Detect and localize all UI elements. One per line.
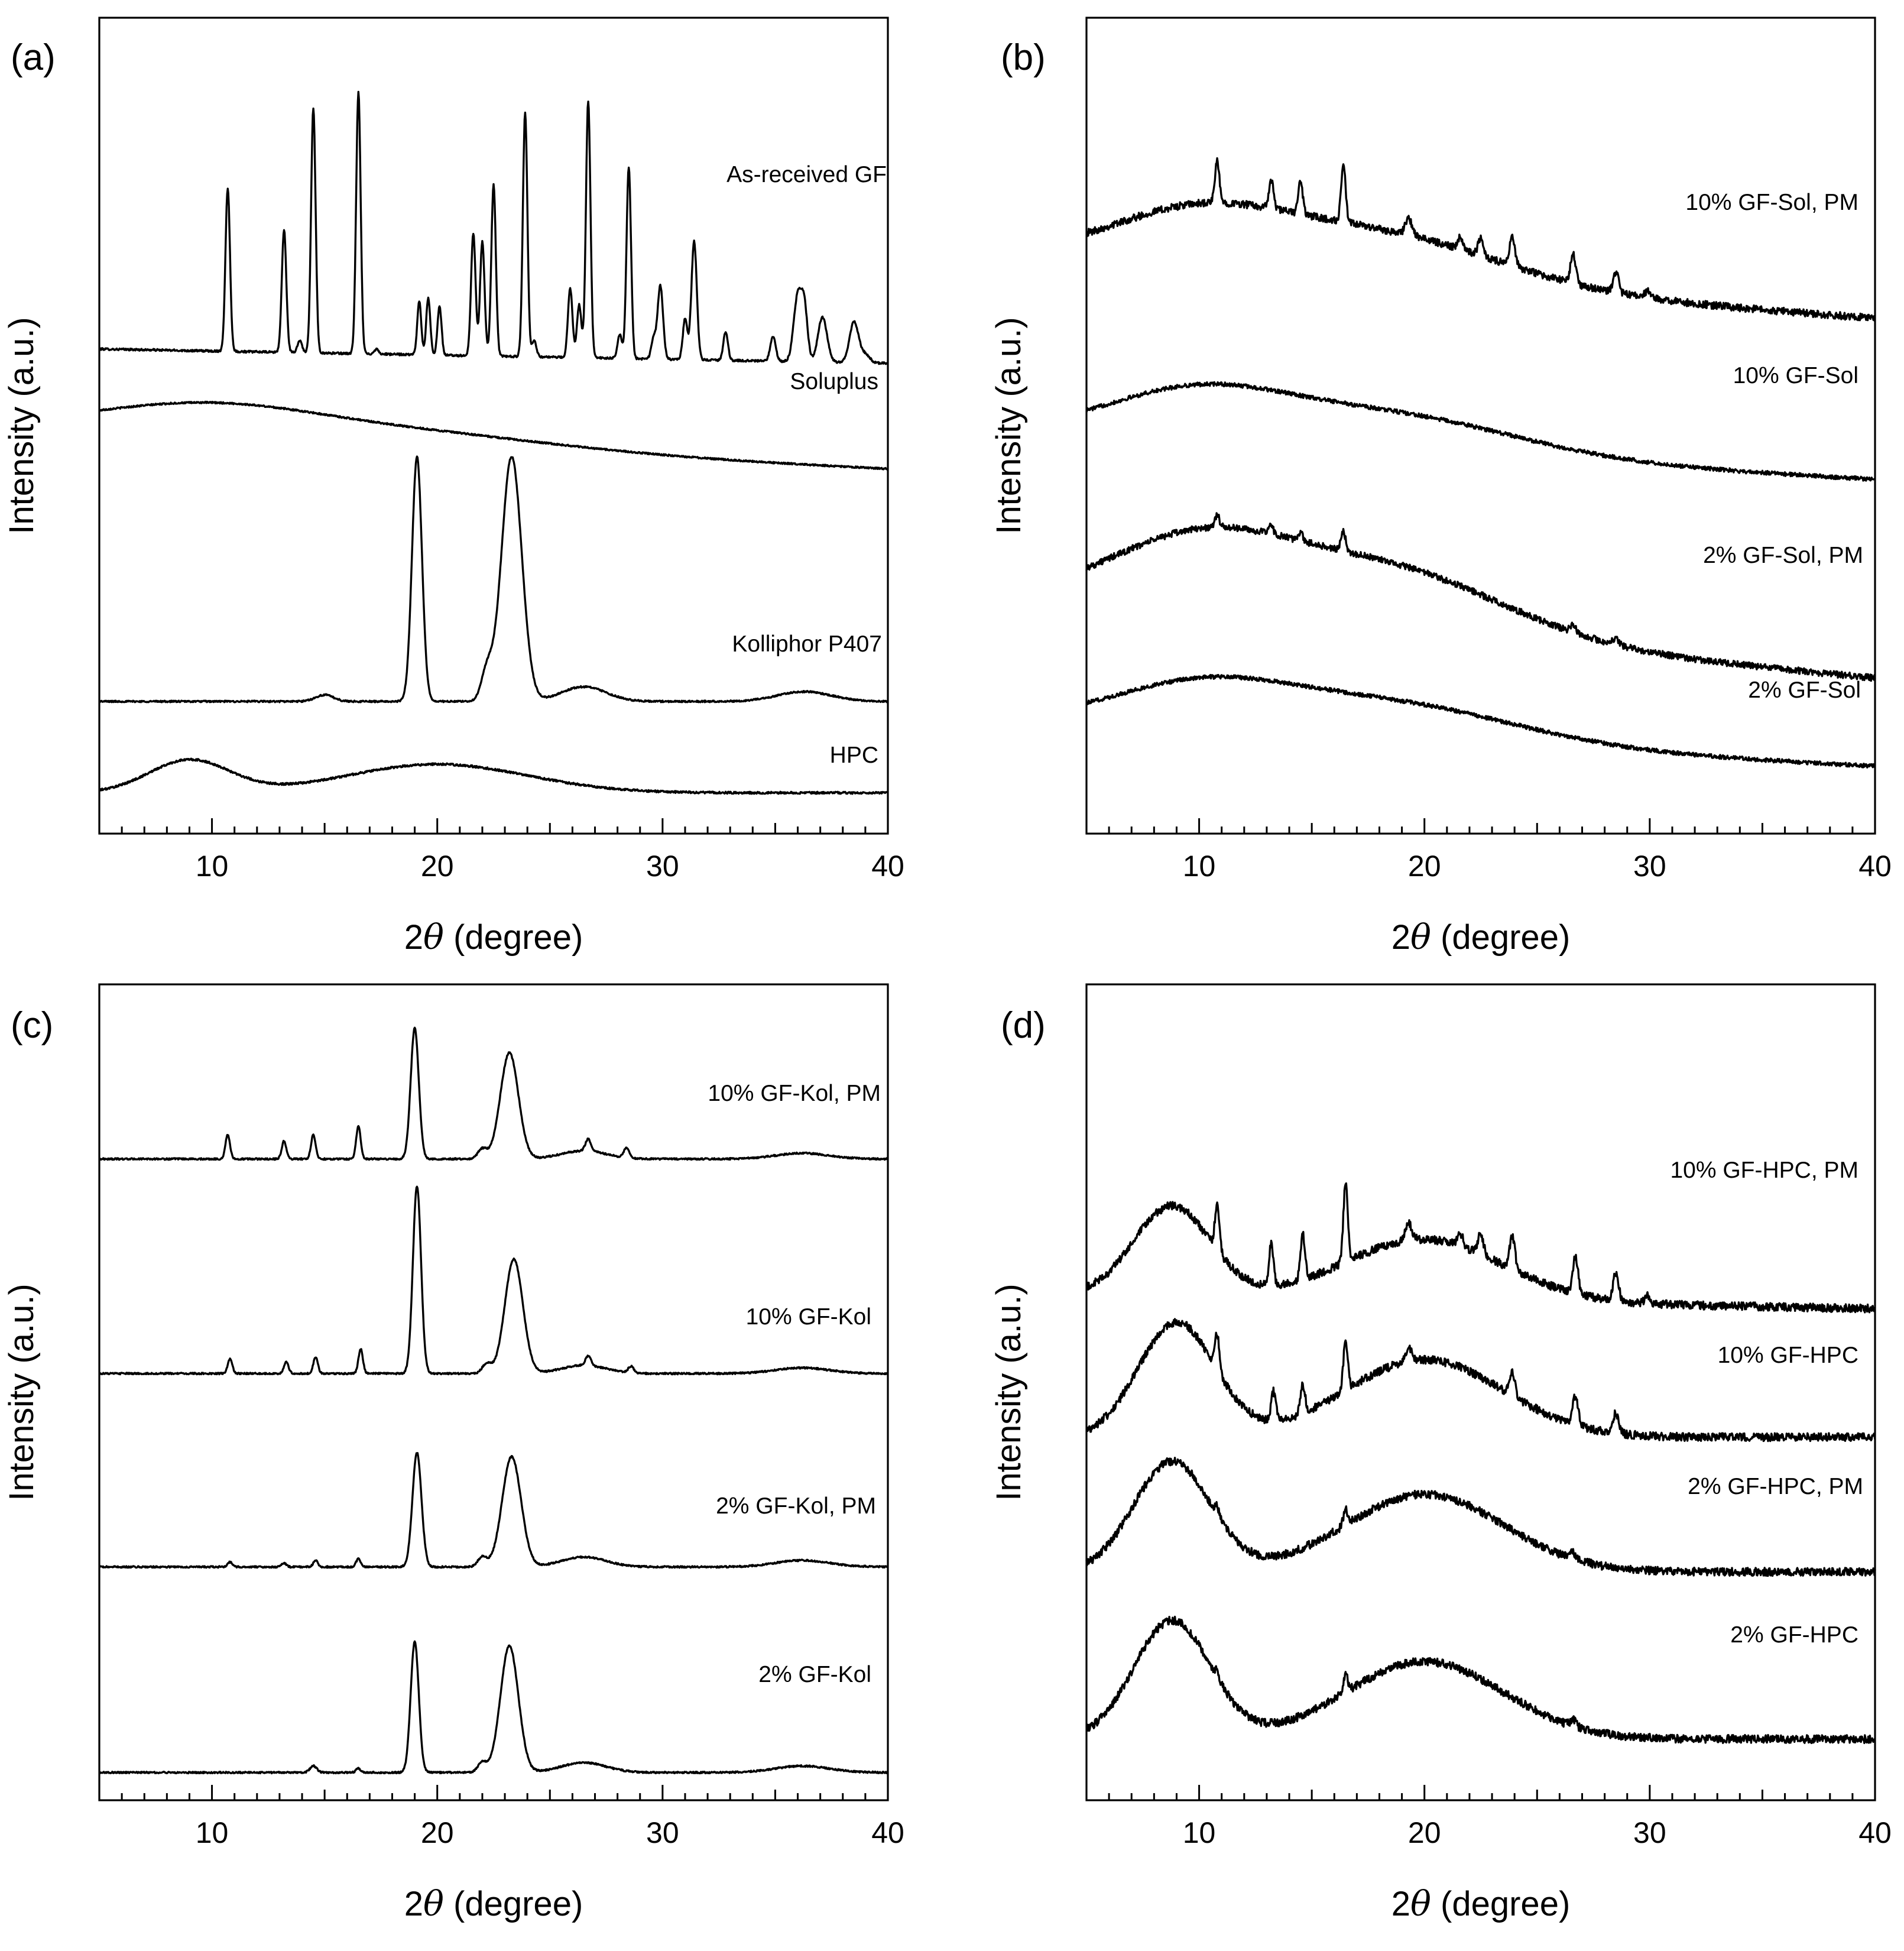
panel-a: (a) As-received GF Soluplus Kolliphor P407 H… (2, 17, 904, 957)
series-label: 10% GF-Sol (1733, 363, 1858, 388)
theta-symbol: θ (423, 917, 444, 957)
x-tick-label: 20 (1408, 1816, 1441, 1849)
series-2-gf-sol-pm-line (1085, 512, 1876, 682)
series-label: Soluplus (790, 369, 878, 394)
x-tick-label: 10 (196, 1816, 229, 1849)
series-10-gf-hpc-line (1086, 1318, 1876, 1443)
plot-frame (98, 17, 889, 835)
series-label: Kolliphor P407 (732, 631, 882, 657)
series-10-gf-sol-line (1085, 381, 1876, 482)
panel-c: (c) 10% GF-Kol, PM 10% GF-Kol 2% GF-Kol, PM… (2, 983, 904, 1924)
panel-label: (a) (11, 37, 56, 78)
panel-d: (d) 10% GF-HPC, PM 10% GF-HPC 2% GF-HPC, PM… (990, 983, 1892, 1924)
series-10-gf-hpc-pm-line (1085, 1182, 1876, 1314)
series-2-gf-kol-pm-line (99, 1452, 888, 1569)
y-axis-title: Intensity (a.u.) (990, 1284, 1028, 1500)
series-2-gf-hpc-line (1085, 1615, 1876, 1744)
x-tick-label: 20 (421, 1816, 454, 1849)
x-tick-label: 10 (1183, 1816, 1216, 1849)
plot-frame (1085, 17, 1876, 835)
x-axis-title-prefix: 2 (404, 918, 423, 957)
series-10-gf-kol-line (98, 1185, 888, 1376)
x-tick-label: 20 (421, 850, 454, 883)
series-hpc-line (98, 757, 888, 795)
series-2-gf-hpc-pm-line (1085, 1457, 1876, 1577)
x-axis-title: 2θ (degree) (1391, 1884, 1571, 1924)
x-tick-label: 40 (871, 1816, 904, 1849)
x-axis-title: 2θ (degree) (404, 1884, 583, 1924)
y-axis-title: Intensity (a.u.) (990, 317, 1028, 534)
panel-label: (b) (1001, 37, 1046, 78)
series-2-gf-sol-line (1086, 673, 1876, 769)
x-tick-label: 10 (1183, 850, 1216, 883)
series-2-gf-kol-line (98, 1640, 889, 1775)
series-soluplus-line (99, 400, 889, 471)
series-as-received-gf-line (98, 90, 889, 365)
plot-frame (1085, 983, 1876, 1801)
panel-label: (d) (1001, 1005, 1046, 1046)
x-axis-title-suffix: (degree) (444, 1885, 583, 1923)
x-axis-title-suffix: (degree) (1431, 918, 1570, 957)
x-axis-title: 2θ (degree) (404, 917, 583, 957)
x-tick-label: 20 (1408, 850, 1441, 883)
theta-symbol: θ (1410, 1884, 1431, 1924)
series-label: 2% GF-Sol, PM (1703, 543, 1863, 568)
series-label: 2% GF-HPC, PM (1688, 1474, 1863, 1499)
x-axis-title-suffix: (degree) (444, 918, 583, 957)
theta-symbol: θ (1410, 917, 1431, 957)
x-tick-label: 10 (196, 850, 229, 883)
series-kolliphor-p407-line (98, 455, 888, 704)
series-label: 10% GF-Kol (746, 1304, 871, 1330)
series-label: HPC (830, 743, 878, 768)
x-axis-title-prefix: 2 (1391, 918, 1410, 957)
x-tick-label: 30 (1633, 1816, 1666, 1849)
series-label: 2% GF-Kol, PM (716, 1493, 876, 1519)
series-10-gf-kol-pm-line (98, 1026, 889, 1161)
series-label: 10% GF-Kol, PM (708, 1081, 881, 1106)
x-axis-title-prefix: 2 (404, 1885, 423, 1923)
series-label: 2% GF-HPC (1730, 1622, 1858, 1648)
plot-frame (98, 983, 889, 1801)
x-axis-title-prefix: 2 (1391, 1885, 1410, 1923)
panel-label: (c) (11, 1005, 53, 1046)
series-label: As-received GF (726, 162, 887, 187)
x-tick-label: 30 (1633, 850, 1666, 883)
series-label: 2% GF-Kol (758, 1662, 871, 1687)
theta-symbol: θ (423, 1884, 444, 1924)
series-10-gf-sol-pm-line (1086, 157, 1876, 322)
y-axis-title: Intensity (a.u.) (2, 1284, 41, 1500)
series-label: 10% GF-HPC, PM (1670, 1158, 1858, 1183)
x-tick-label: 30 (646, 850, 679, 883)
x-axis-title: 2θ (degree) (1391, 917, 1571, 957)
x-tick-label: 30 (646, 1816, 679, 1849)
series-label: 10% GF-HPC (1718, 1343, 1858, 1368)
x-tick-label: 40 (1858, 1816, 1892, 1849)
panel-b: (b) 10% GF-Sol, PM 10% GF-Sol 2% GF-Sol, PM… (990, 17, 1892, 957)
x-axis-title-suffix: (degree) (1431, 1885, 1570, 1923)
series-label: 2% GF-Sol (1748, 678, 1861, 703)
series-label: 10% GF-Sol, PM (1685, 190, 1858, 215)
x-tick-label: 40 (1858, 850, 1892, 883)
y-axis-title: Intensity (a.u.) (2, 317, 41, 534)
x-tick-label: 40 (871, 850, 904, 883)
